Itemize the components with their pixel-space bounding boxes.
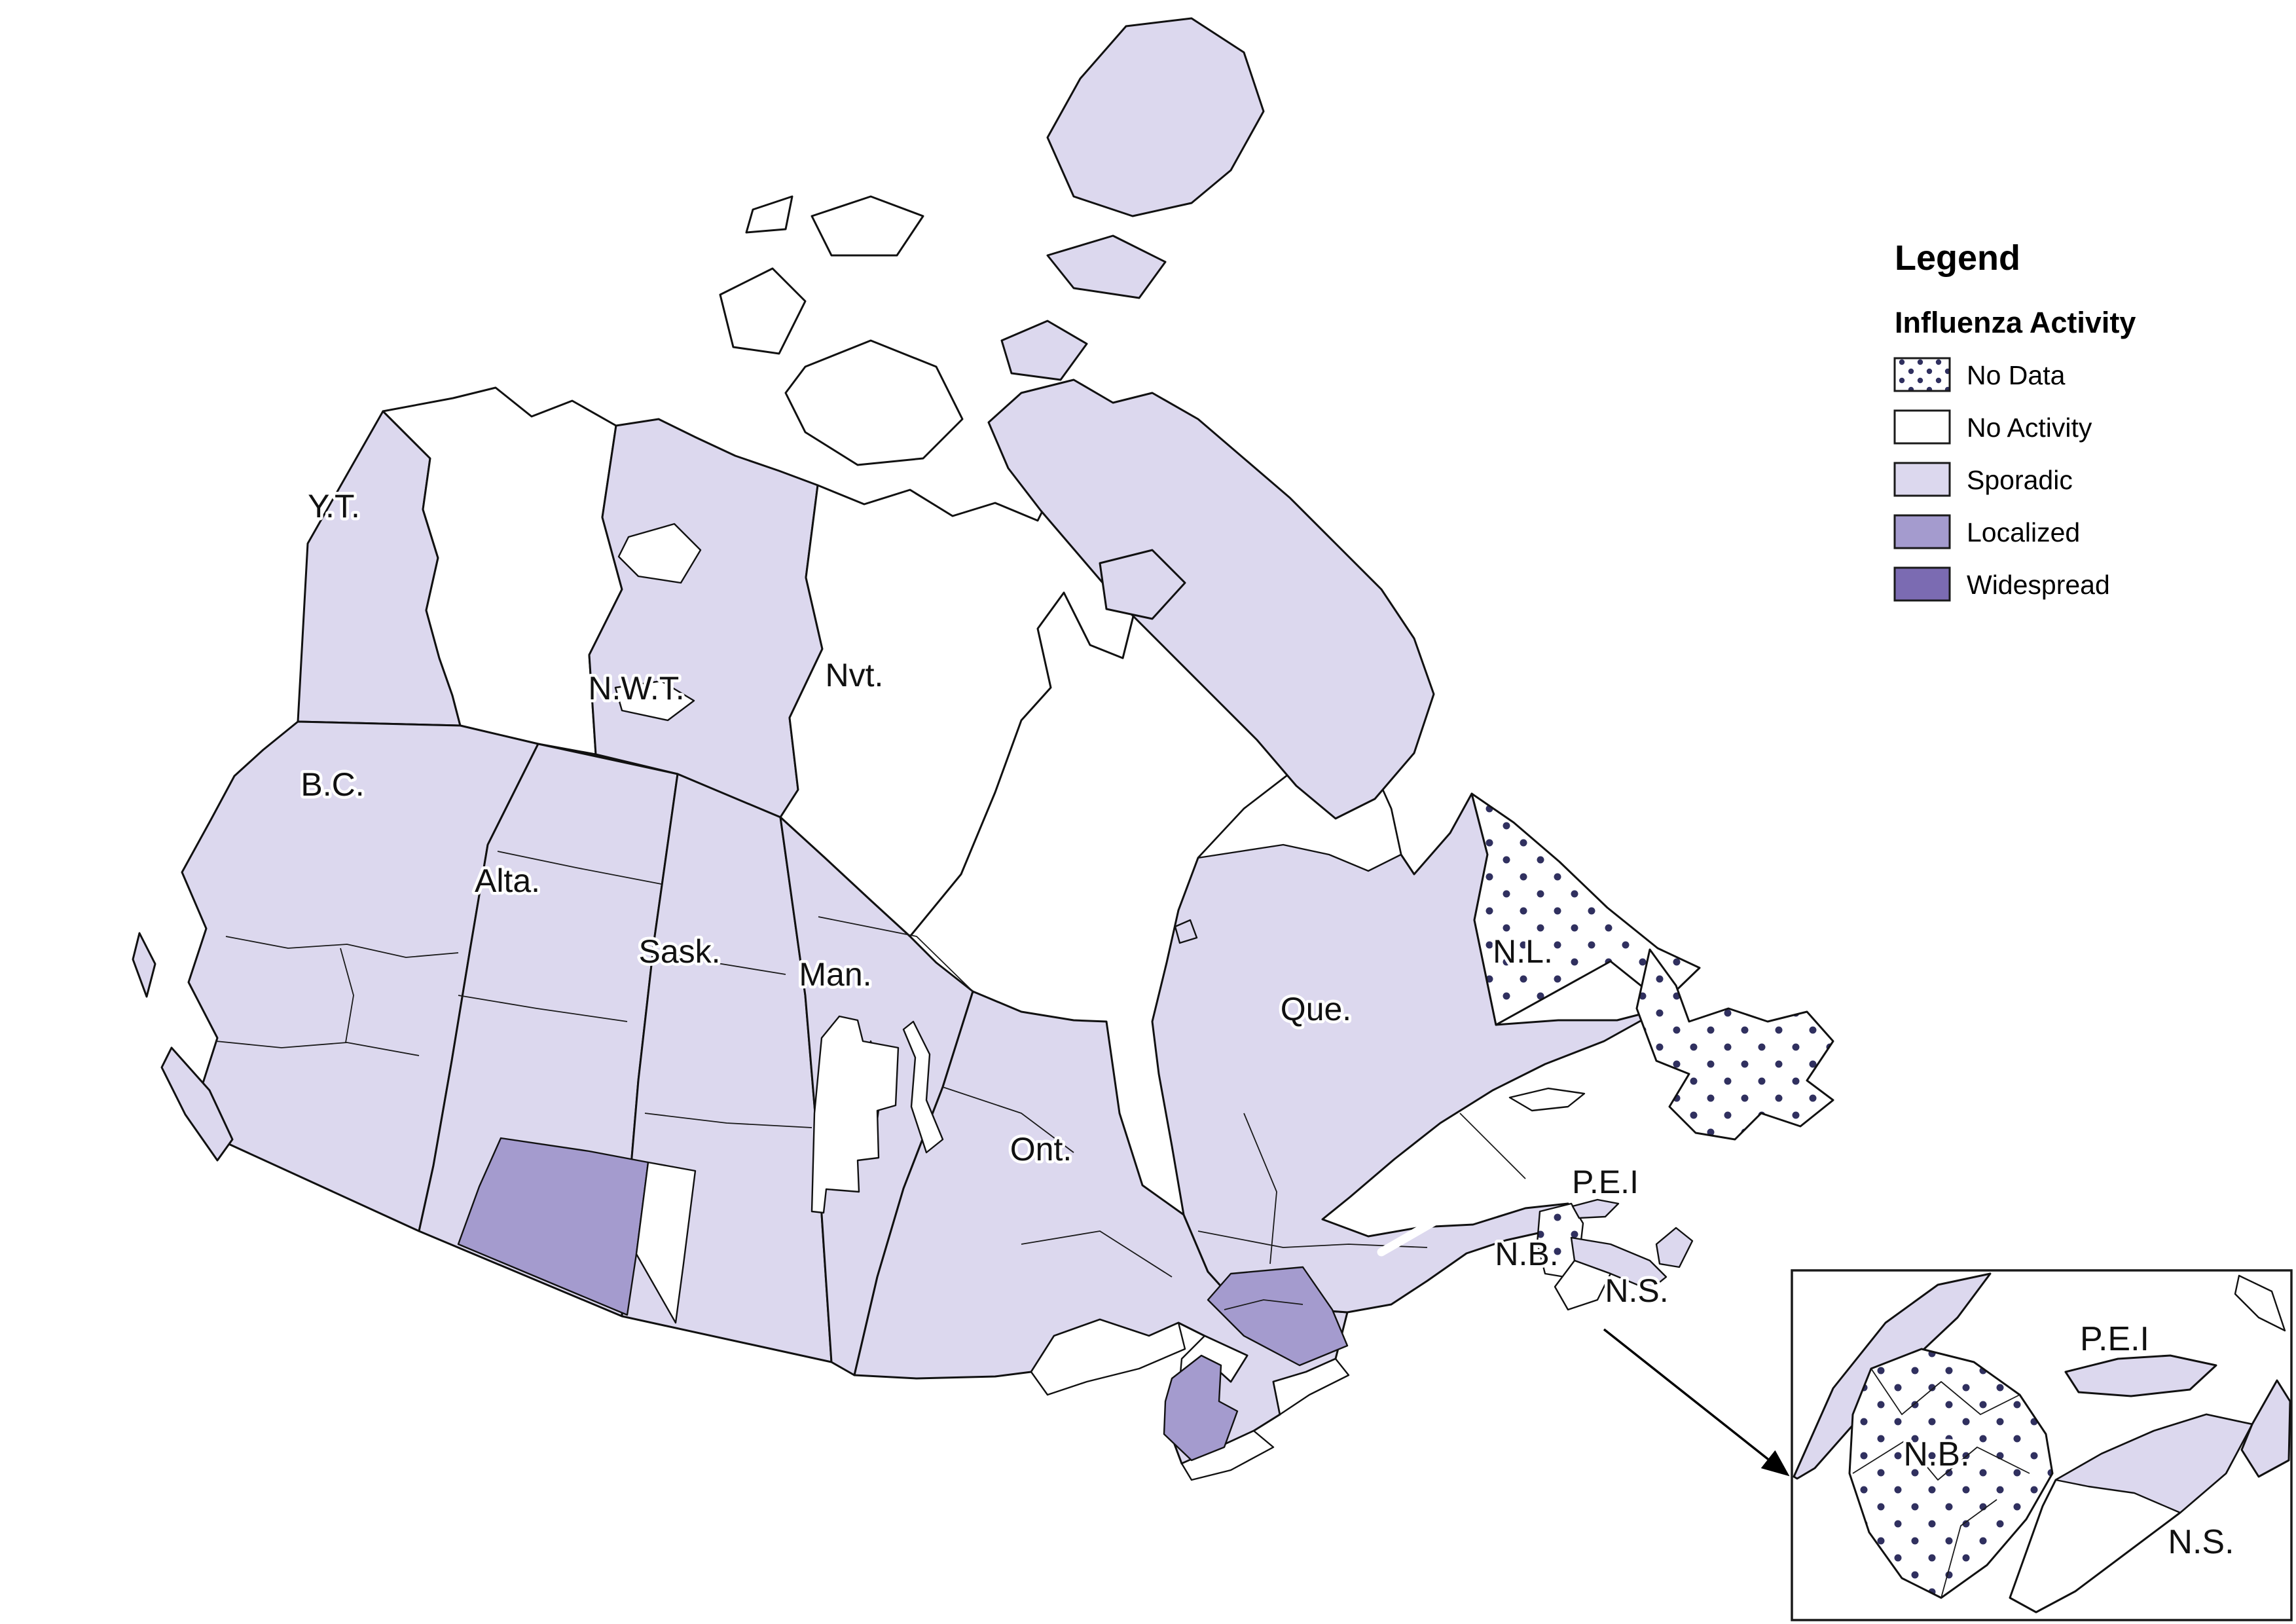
region-haida-gwaii [132,932,156,998]
region-lake-ontario [1272,1357,1350,1416]
region-somerset-island [1000,320,1088,381]
label-sask: Sask. [638,933,720,970]
legend-label-widespread: Widespread [1967,570,2110,600]
label-nb: N.B. [1495,1236,1558,1272]
region-nova-scotia-south-main [1554,1259,1612,1311]
region-lake-winnipeg [902,1020,944,1154]
legend: Legend Influenza Activity No Data No Acti… [1893,238,2136,602]
label-yt: Y.T. [308,488,360,525]
legend-label-no_data: No Data [1967,360,2066,390]
legend-label-no_activity: No Activity [1967,413,2092,443]
region-nunavut-mainland [779,457,1137,938]
region-newfoundland [1635,948,1834,1141]
region-alberta-southwest [457,1137,649,1316]
region-nwt-east [588,418,824,819]
region-banks-island [719,267,807,355]
main-map [132,17,1834,1481]
region-prairie-border-patch [635,1161,697,1324]
label-ont: Ont. [1010,1131,1072,1168]
label-pei: P.E.I [1572,1164,1639,1200]
region-cape-breton-main [1655,1227,1694,1268]
label-que: Que. [1281,991,1351,1027]
label-nl: N.L. [1493,933,1553,970]
legend-swatch-sporadic [1893,462,1951,497]
region-great-bear-lake [617,523,702,584]
legend-label-localized: Localized [1967,517,2080,547]
region-victoria-island [784,339,964,466]
inset-pointer-arrow [1603,1328,1790,1477]
region-devon-island [1046,234,1167,299]
region-ellesmere-island [1046,17,1265,217]
inset-label-ns: N.S. [2168,1523,2234,1561]
region-ontario-east [1207,1266,1349,1367]
legend-swatch-no_activity [1893,409,1951,445]
label-nwt: N.W.T. [588,670,684,707]
region-belcher-islands [1174,919,1198,944]
region-great-slave-lake [614,680,695,722]
legend-title: Legend [1895,238,2020,278]
label-ns: N.S. [1605,1272,1668,1309]
region-pei-main [1571,1198,1620,1219]
region-lake-superior [1030,1318,1186,1396]
inset-region-coast-fragment [2234,1274,2286,1332]
region-melville-island [811,195,924,257]
inset-region-pei [2064,1354,2217,1397]
inset-health-region-lines [1852,1368,2030,1598]
legend-swatch-widespread [1893,566,1951,602]
legend-label-sporadic: Sporadic [1967,465,2073,495]
legend-swatch-localized [1893,514,1951,549]
region-southampton-island [1099,549,1186,620]
region-vancouver-island [160,1046,234,1162]
region-ontario-southwest [1163,1354,1239,1462]
label-alta: Alta. [475,862,540,899]
legend-subtitle: Influenza Activity [1895,306,2136,339]
map-labels: Y.T. N.W.T. B.C. Alta. Sask. Man. Nvt. Ont. Que.… [298,485,2237,1564]
region-labrador [1470,792,1701,1026]
inset-region-ns-north [2054,1413,2253,1514]
region-anticosti-island [1508,1087,1586,1112]
st-lawrence-river [1377,1182,1517,1257]
label-nvt: Nvt. [826,657,884,693]
inset-map [1793,1272,2291,1614]
label-bc: B.C. [301,766,364,803]
maritimes-inset [1791,1269,2293,1621]
legend-swatch-no_data [1893,357,1951,392]
region-prince-patrick-island [745,195,793,234]
inset-label-nb: N.B. [1903,1435,1969,1473]
label-man: Man. [799,956,871,993]
region-manitoba-south [811,1015,900,1214]
inset-region-cape-breton [2240,1379,2291,1478]
inset-label-pei: P.E.I [2080,1320,2149,1358]
